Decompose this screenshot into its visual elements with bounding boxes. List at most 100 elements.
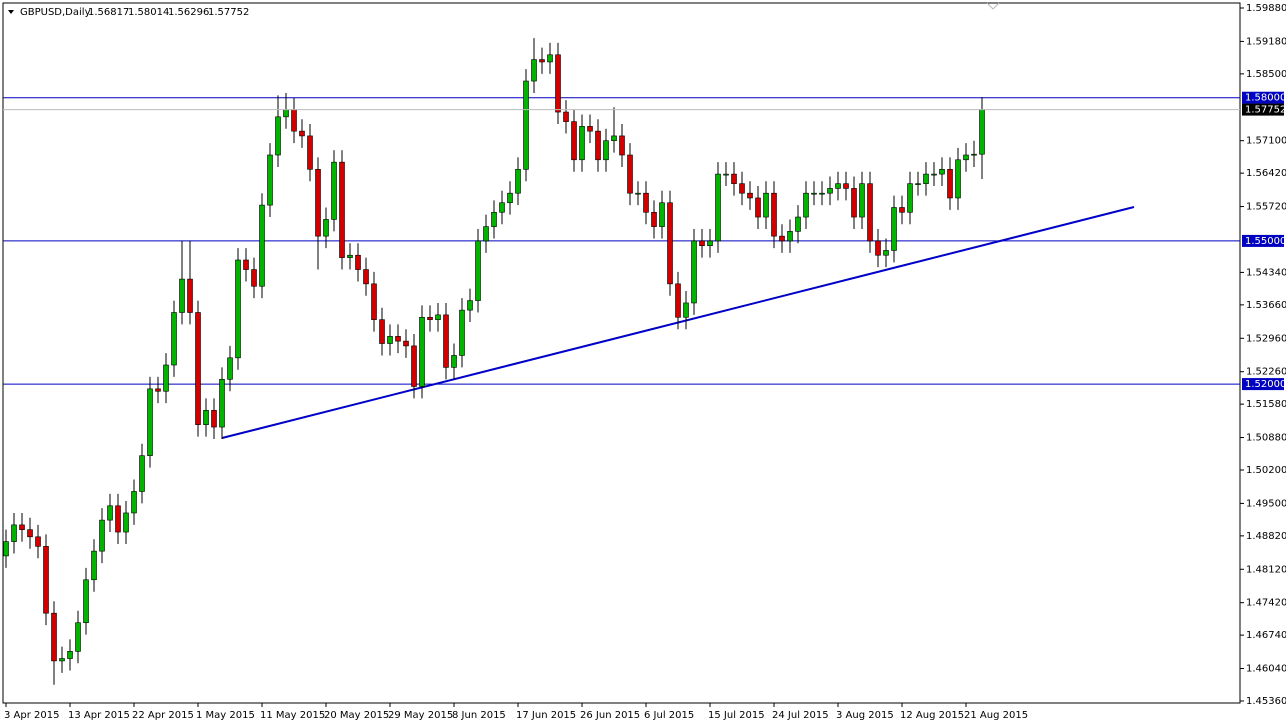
candle-body [691,240,697,304]
candle-body [347,254,353,258]
candle-body [547,54,553,63]
candle-body [699,240,705,246]
x-tick-label: 6 Jul 2015 [644,710,694,721]
candle-body [163,364,169,392]
candle-body [707,240,713,246]
candle-body [419,316,425,387]
candle-body [211,410,217,428]
ohlc-high: 1.58014 [128,7,169,18]
candle-body [859,183,865,218]
ohlc-open: 1.56817 [88,7,129,18]
candle-body [731,173,737,184]
candle-body [891,207,897,251]
candle-body [331,161,337,220]
candle-body [251,269,257,287]
candle-body [851,188,857,218]
candle-body [491,211,497,227]
candle-body [947,169,953,199]
candle-body [483,226,489,242]
candle-body [715,173,721,242]
x-tick-label: 22 Apr 2015 [132,710,194,721]
candle-body [627,154,633,194]
candle-body [235,259,241,359]
candle-body [939,169,945,175]
candle-body [515,169,521,194]
candle-body [307,135,313,170]
level-label: 1.52000 [1245,379,1286,390]
candle-body [355,254,361,270]
candle-body [187,278,193,313]
candle-body [539,59,545,63]
x-tick-label: 29 May 2015 [388,710,453,721]
candle-body [67,651,73,659]
candle-body [899,207,905,213]
y-tick-label: 1.48820 [1246,531,1286,542]
candle-body [291,109,297,132]
candle-body [147,388,153,456]
candle-body [739,183,745,194]
candle-body [819,192,825,195]
x-tick-label: 13 Apr 2015 [68,710,130,721]
candle-body [451,355,457,368]
candle-body [835,183,841,189]
candle-body [387,336,393,344]
candle-body [803,192,809,218]
candle-body [651,211,657,227]
x-tick-label: 3 Aug 2015 [836,710,894,721]
candle-body [755,197,761,218]
y-tick-label: 1.52960 [1246,333,1286,344]
candle-body [531,59,537,82]
candle-body [475,240,481,301]
candle-body [579,126,585,161]
y-tick-label: 1.59880 [1246,3,1286,14]
candle-body [51,612,57,662]
y-tick-label: 1.48120 [1246,564,1286,575]
candle-body [195,312,201,425]
candle-body [779,235,785,242]
menu-arrow[interactable] [8,10,14,14]
candle-body [875,240,881,256]
y-tick-label: 1.56420 [1246,168,1286,179]
candle-body [203,410,209,425]
candle-body [99,519,105,552]
candle-body [179,278,185,313]
candle-body [123,512,129,533]
shift-marker [986,2,1000,10]
candle-body [91,550,97,581]
candle-body [315,169,321,237]
x-tick-label: 17 Jun 2015 [516,710,576,721]
y-tick-label: 1.54340 [1246,267,1286,278]
candle-body [635,192,641,195]
x-tick-label: 8 Jun 2015 [452,710,506,721]
candle-body [795,216,801,232]
x-tick-label: 1 May 2015 [196,710,255,721]
candle-body [595,130,601,161]
candle-body [59,658,65,662]
candle-body [275,116,281,156]
candle-body [27,529,33,538]
y-tick-label: 1.53660 [1246,300,1286,311]
candle-body [11,524,17,542]
candle-body [867,183,873,242]
candle-body [763,192,769,218]
x-tick-label: 12 Aug 2015 [900,710,964,721]
candle-body [619,135,625,156]
candle-body [459,309,465,356]
candle-body [299,130,305,137]
x-tick-label: 21 Aug 2015 [964,710,1028,721]
candle-body [827,188,833,194]
y-tick-label: 1.46740 [1246,630,1286,641]
candle-body [139,455,145,492]
candle-body [979,109,985,155]
candle-body [523,80,529,170]
candle-body [787,231,793,242]
level-label-box [1242,234,1284,247]
candle-body [571,121,577,161]
price-label-box [1242,103,1284,116]
candle-body [395,336,401,342]
candle-body [587,126,593,132]
candle-body [411,345,417,387]
candle-body [267,154,273,206]
candle-body [83,579,89,624]
candle-body [371,283,377,320]
